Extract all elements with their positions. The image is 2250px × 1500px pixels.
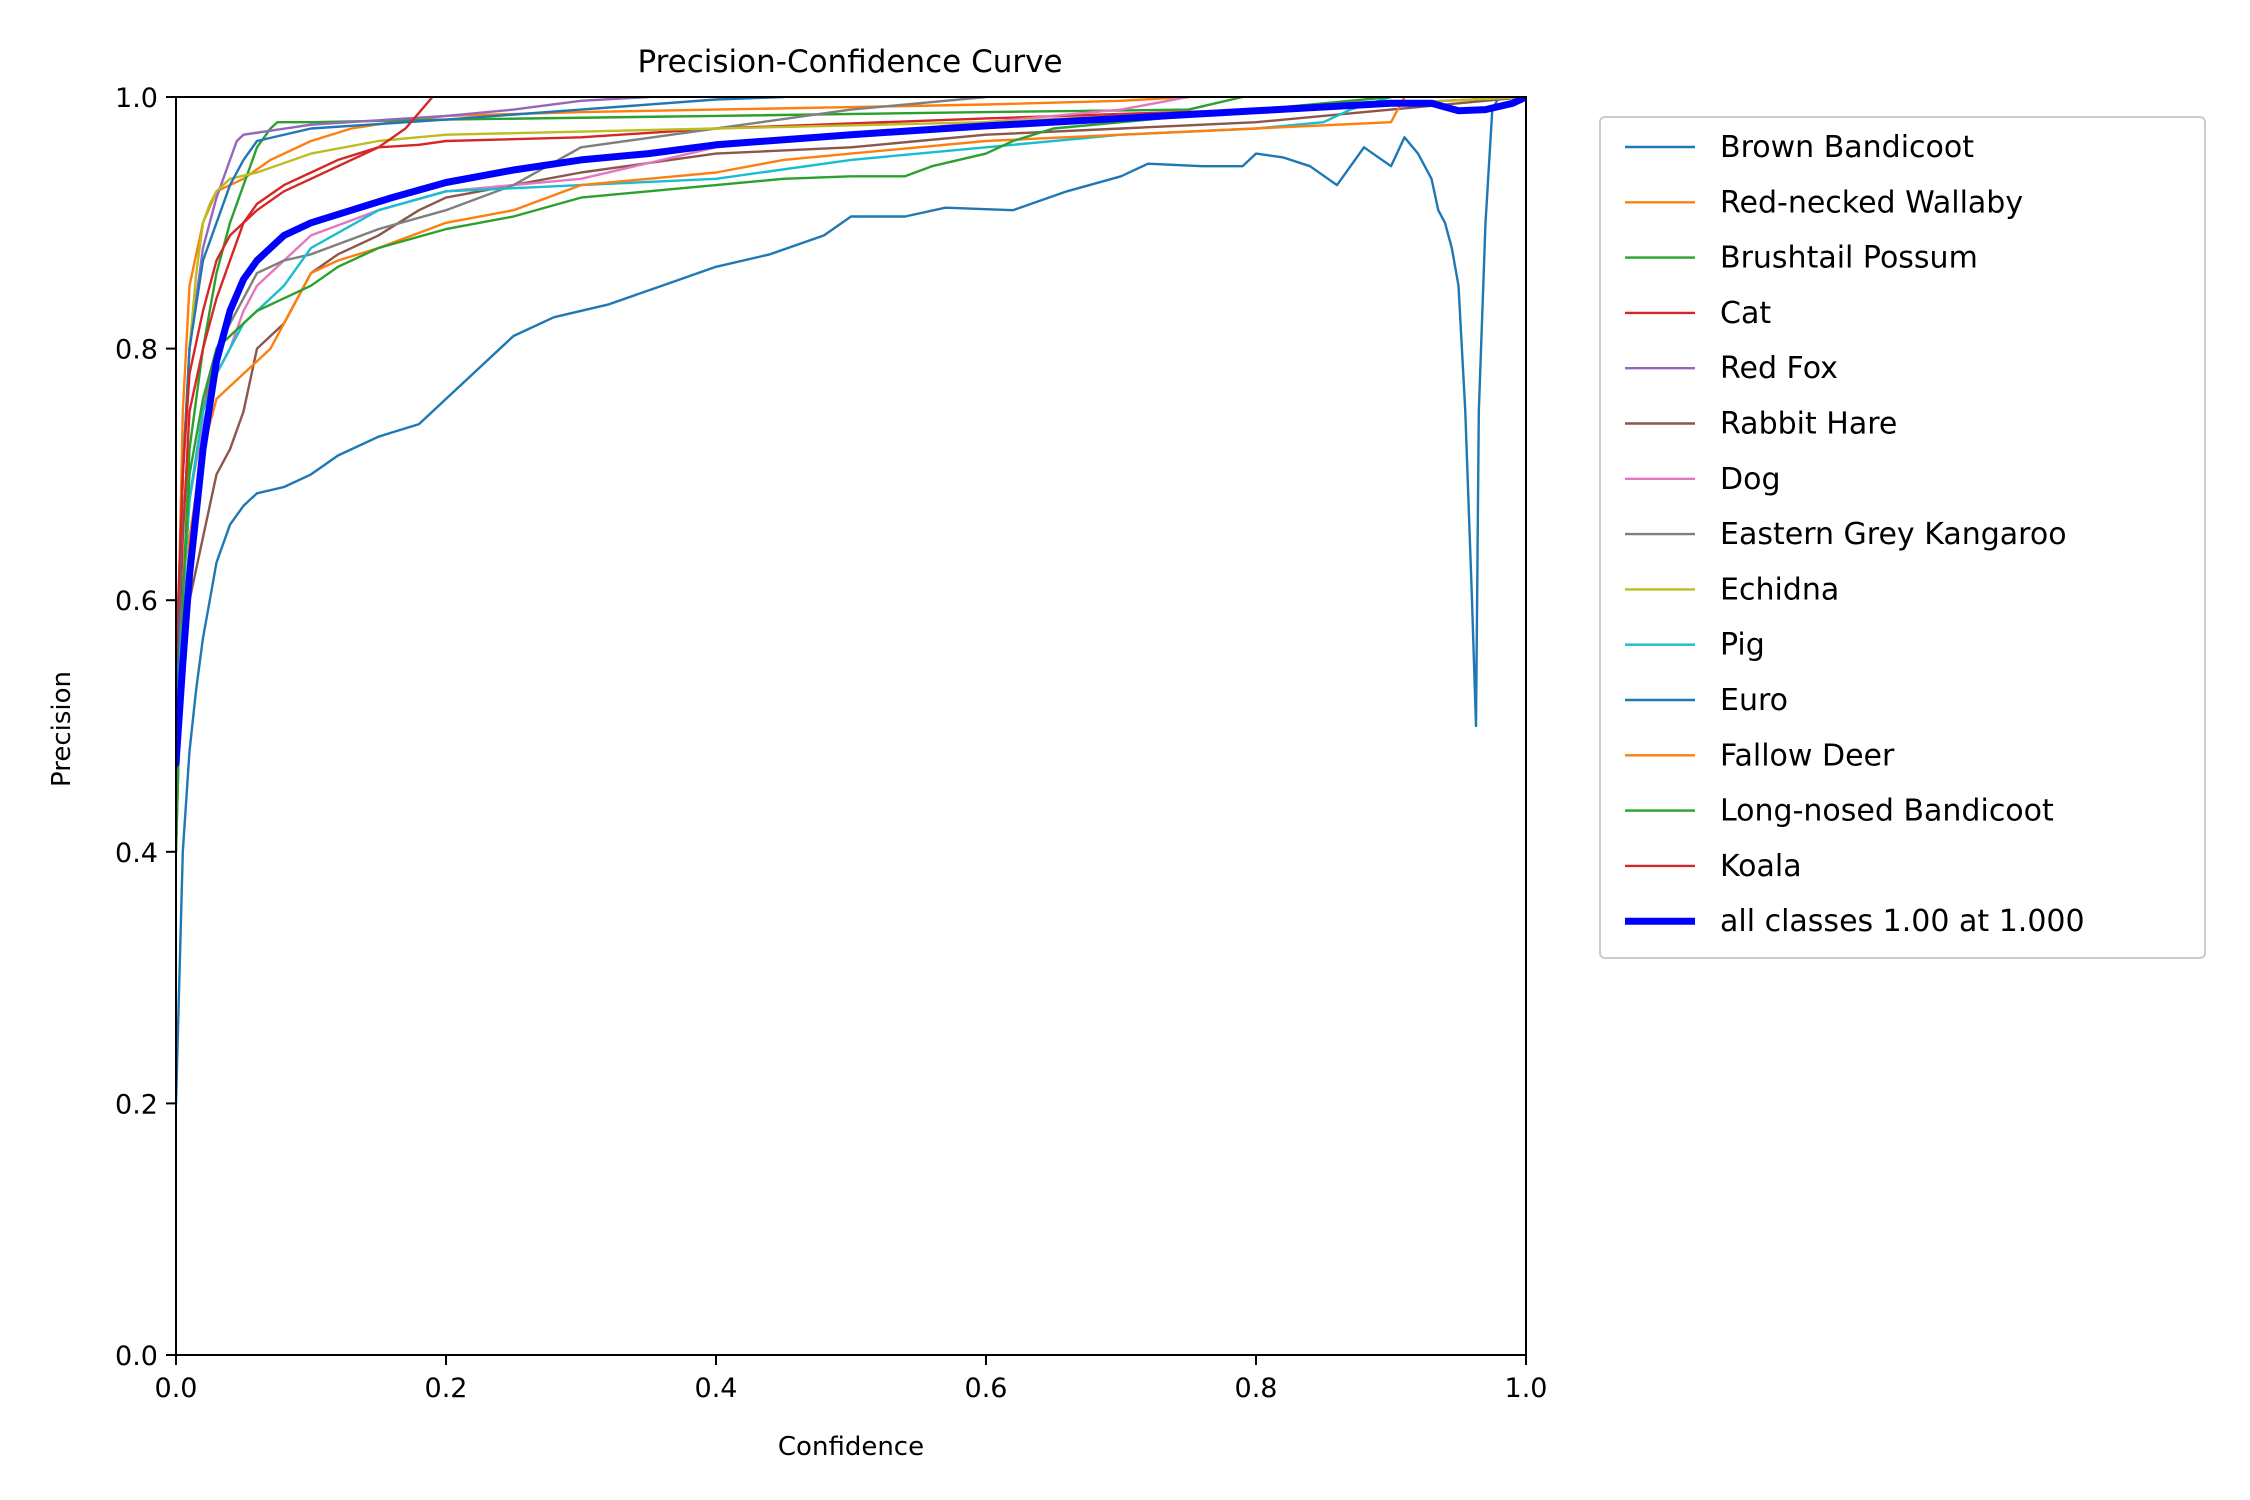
series-line-14 [176,97,1526,768]
y-axis-ticks: 0.0 0.2 0.4 0.6 0.8 1.0 [115,83,176,1372]
series-line-8 [176,97,1526,728]
legend-items: Brown Bandicoot Red-necked Wallaby Brushta… [1625,130,2085,939]
legend-frame [1599,116,2206,959]
legend-label-7: Eastern Grey Kangaroo [1720,517,2067,552]
series-line-5 [176,97,1526,791]
legend-label-11: Fallow Deer [1720,738,1895,773]
legend: Brown Bandicoot Red-necked Wallaby Brushta… [1599,116,2206,959]
y-axis-label: Precision [47,671,77,787]
legend-label-12: Long-nosed Bandicoot [1720,794,2054,829]
x-tick-label: 1.0 [1505,1373,1548,1404]
y-tick-label: 0.4 [115,838,158,869]
x-axis-ticks: 0.0 0.2 0.4 0.6 0.8 1.0 [155,1355,1548,1404]
series-line-0 [176,97,1526,1105]
legend-label-3: Cat [1720,296,1771,331]
chart-title: Precision-Confidence Curve [637,44,1062,80]
series-layer [176,97,1526,1105]
series-line-10 [176,97,785,728]
x-tick-label: 0.2 [425,1373,468,1404]
y-tick-label: 0.2 [115,1089,158,1120]
x-axis-label: Confidence [778,1432,924,1462]
legend-label-6: Dog [1720,462,1781,497]
y-tick-label: 0.6 [115,586,158,617]
x-tick-label: 0.4 [695,1373,738,1404]
legend-label-10: Euro [1720,683,1788,718]
legend-label-8: Echidna [1720,572,1839,607]
legend-label-9: Pig [1720,628,1765,663]
series-line-13 [176,97,434,665]
legend-label-1: Red-necked Wallaby [1720,185,2023,220]
x-tick-label: 0.6 [965,1373,1008,1404]
plot-frame [175,96,1527,1356]
legend-label-4: Red Fox [1720,351,1838,386]
y-tick-label: 0.8 [115,335,158,366]
x-tick-label: 0.8 [1235,1373,1278,1404]
y-tick-label: 0.0 [115,1341,158,1372]
legend-label-5: Rabbit Hare [1720,407,1897,442]
series-line-2 [176,97,1244,853]
legend-label-0: Brown Bandicoot [1720,130,1974,165]
y-tick-label: 1.0 [115,83,158,114]
x-tick-label: 0.0 [155,1373,198,1404]
legend-label-13: Koala [1720,849,1802,884]
legend-label-14: all classes 1.00 at 1.000 [1720,904,2085,939]
legend-label-2: Brushtail Possum [1720,241,1978,276]
